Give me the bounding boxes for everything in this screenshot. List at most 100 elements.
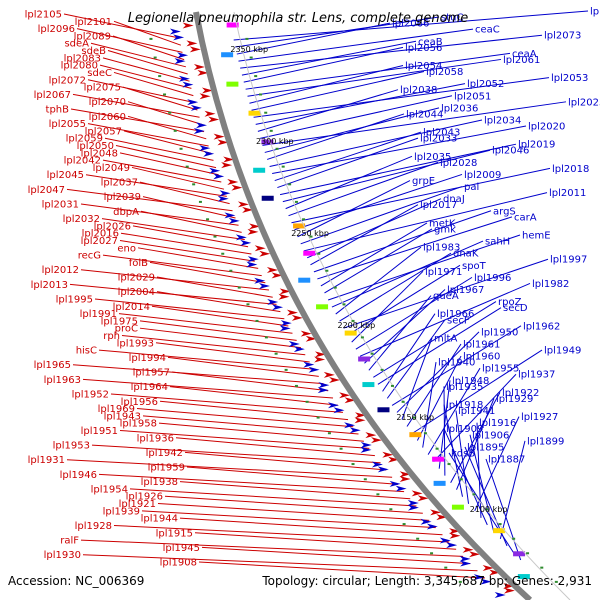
gene-label-lpl1959: lpl1959 <box>148 463 185 474</box>
label-line <box>99 64 192 89</box>
reverse-gene-arrow <box>446 542 458 549</box>
forward-gene-arrow <box>430 509 442 516</box>
reverse-gene-arrow <box>494 592 506 599</box>
forward-gene-arrow <box>249 223 261 230</box>
gene-label-lpl2012: lpl2012 <box>42 265 79 276</box>
forward-gene-arrow <box>186 40 198 47</box>
tick-mark <box>237 286 241 289</box>
label-line <box>201 546 471 565</box>
label-line <box>238 28 474 62</box>
tick-mark <box>317 252 321 255</box>
label-line <box>184 451 387 471</box>
label-line <box>80 203 239 226</box>
forward-gene-arrow <box>201 87 213 94</box>
label-line <box>294 173 463 231</box>
tick-mark <box>309 235 313 238</box>
tick-mark <box>185 165 189 168</box>
scale-label: 2250 kbp <box>291 229 329 238</box>
gene-label-mltA: mltA <box>434 333 457 344</box>
label-line <box>151 305 289 327</box>
forward-gene-arrow <box>182 22 194 29</box>
label-line <box>455 410 470 504</box>
gene-label-lpl2034: lpl2034 <box>484 115 521 126</box>
label-line <box>355 276 473 350</box>
tick-mark <box>281 165 285 168</box>
tick-mark <box>423 432 427 435</box>
label-line <box>122 86 198 111</box>
gene-label-lpl2042: lpl2042 <box>64 156 101 167</box>
reverse-gene-arrow <box>240 239 252 246</box>
gene-label-lpl2083: lpl2083 <box>64 53 101 64</box>
reverse-gene-arrow <box>318 382 330 389</box>
gene-label-sahH: sahH <box>485 237 510 248</box>
tick-mark <box>316 416 320 419</box>
gene-label-lpl2039: lpl2039 <box>104 192 141 203</box>
forward-gene-arrow <box>208 116 220 123</box>
reverse-gene-arrow <box>178 75 190 82</box>
scale-labels: 2350 kbp 2300 kbp 2250 kbp 2200 kbp 2150 kbp… <box>230 45 507 514</box>
forward-gene-arrow <box>503 583 515 590</box>
forward-gene-arrow <box>217 139 229 146</box>
reverse-gene-arrow <box>371 461 383 468</box>
label-line <box>416 355 462 441</box>
tick-mark <box>327 432 331 435</box>
tick-mark <box>351 463 355 466</box>
scale-label: 2200 kbp <box>338 321 376 330</box>
tick-mark <box>342 303 346 306</box>
rna-feature <box>261 139 274 145</box>
label-line <box>94 298 285 320</box>
forward-gene-arrow <box>503 587 515 594</box>
reverse-gene-arrow <box>254 277 266 284</box>
gene-label-dnaK: dnaK <box>453 249 479 260</box>
label-line <box>427 367 481 455</box>
gene-label-lpl2044: lpl2044 <box>406 109 443 120</box>
gene-label-metK: metK <box>429 218 456 229</box>
tick-mark <box>221 252 225 255</box>
tick-mark <box>339 447 343 450</box>
label-line <box>285 155 413 210</box>
gene-label-lpl2051: lpl2051 <box>454 91 491 102</box>
gene-label-lpl1982: lpl1982 <box>532 279 569 290</box>
gene-label-lpl1963: lpl1963 <box>44 375 81 386</box>
label-line <box>66 459 393 478</box>
label-line <box>132 225 249 248</box>
label-line <box>411 349 543 434</box>
rna-feature <box>517 574 530 580</box>
gene-label-lpl1964: lpl1964 <box>131 382 168 393</box>
tick-mark <box>370 352 374 355</box>
gene-label-lpl1966: lpl1966 <box>437 309 474 320</box>
gene-label-lpl2011: lpl2011 <box>549 188 586 199</box>
reverse-gene-arrow <box>173 34 185 41</box>
gene-label-lpl1945: lpl1945 <box>163 543 200 554</box>
label-line <box>382 313 436 392</box>
forward-gene-arrow <box>469 551 481 558</box>
tick-mark <box>302 218 306 221</box>
reverse-gene-arrow <box>203 150 215 157</box>
label-line <box>104 137 214 161</box>
tick-mark <box>376 493 380 496</box>
label-line <box>241 40 417 76</box>
label-line <box>485 458 522 561</box>
reverse-gene-arrow <box>217 195 229 202</box>
rna-feature <box>253 167 266 173</box>
label-line <box>107 50 188 75</box>
label-line <box>164 495 423 514</box>
tick-mark <box>158 75 162 78</box>
tick-mark <box>485 508 489 511</box>
reverse-gene-arrow <box>426 523 438 530</box>
gene-label-lpl2055: lpl2055 <box>49 119 86 130</box>
reverse-gene-arrow <box>303 361 315 368</box>
tick-mark <box>447 463 451 466</box>
forward-gene-arrow <box>231 184 243 191</box>
forward-gene-arrow <box>354 417 366 424</box>
reverse-gene-arrow <box>293 346 305 353</box>
gene-label-lpl1952: lpl1952 <box>72 389 109 400</box>
rna-feature <box>316 304 329 310</box>
gene-label-lpl1915: lpl1915 <box>156 528 193 539</box>
reverse-gene-arrow <box>360 446 372 453</box>
forward-gene-arrow <box>237 201 249 208</box>
rna-feature <box>513 551 526 557</box>
label-line <box>136 408 354 428</box>
gene-label-lpl2073: lpl2073 <box>544 31 581 42</box>
label-line <box>279 143 517 196</box>
